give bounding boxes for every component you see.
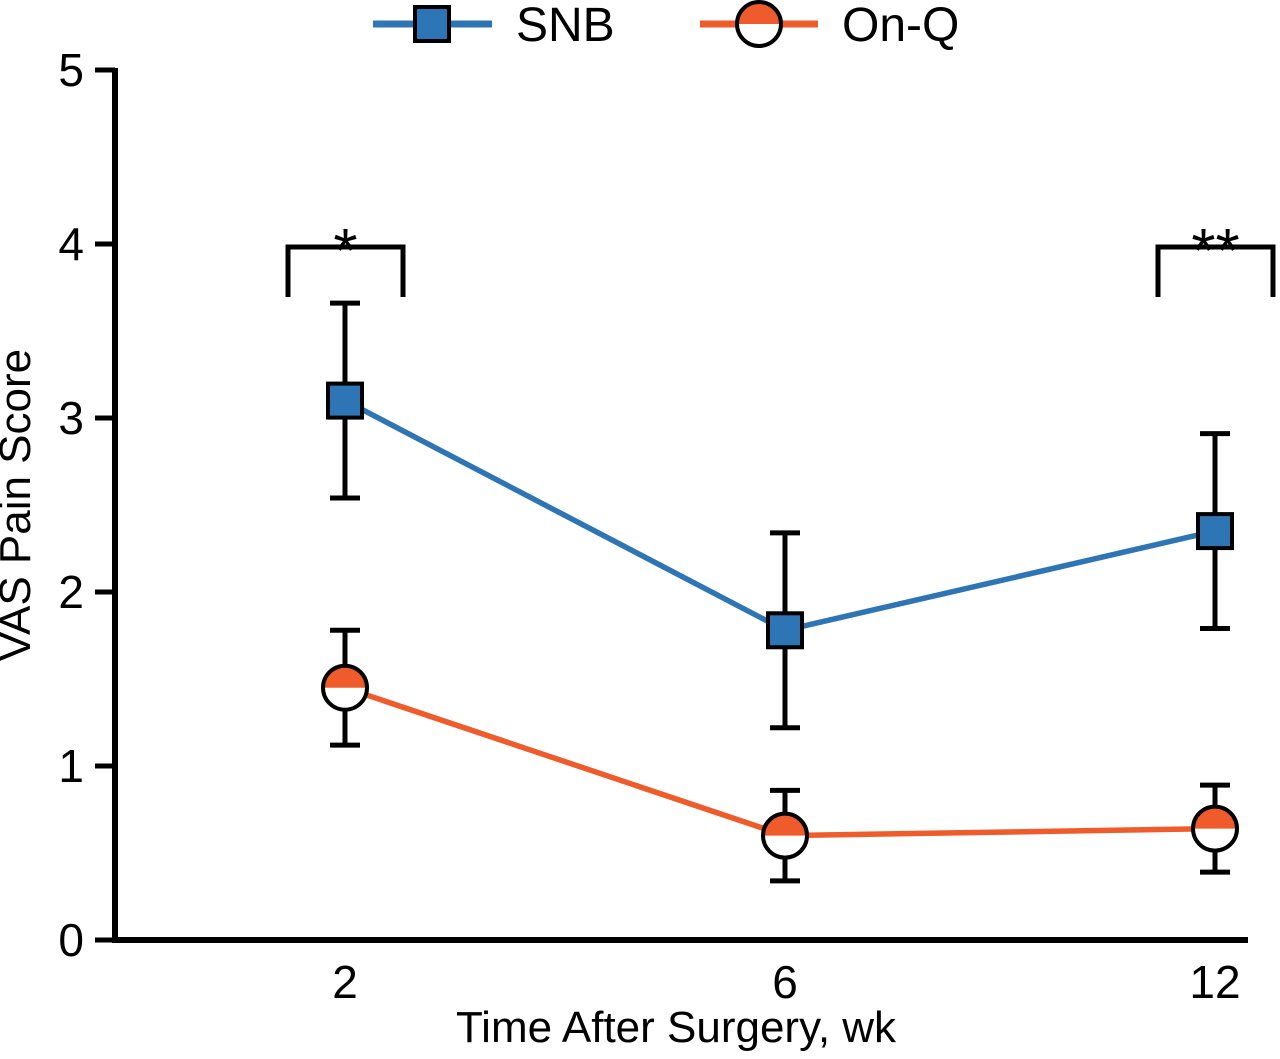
legend-label: On-Q (842, 0, 959, 52)
marker-square (1196, 512, 1234, 551)
series-line (343, 398, 1216, 634)
y-tick-label: 5 (58, 44, 84, 96)
marker-square (326, 381, 364, 420)
y-axis-label: VAS Pain Score (0, 349, 40, 661)
x-axis-label: Time After Surgery, wk (456, 1003, 897, 1052)
series-group (321, 300, 1239, 884)
series-snb (326, 300, 1234, 731)
series-on-q (321, 627, 1239, 884)
significance-label: ** (1191, 217, 1239, 286)
y-tick-label: 1 (58, 740, 84, 792)
x-tick-label: 12 (1189, 956, 1240, 1008)
legend-item-on-q: On-Q (700, 0, 959, 52)
marker-square (413, 5, 451, 43)
marker-halfcircle-outline (1191, 804, 1239, 853)
significance-bracket (285, 244, 406, 297)
y-tick-label: 0 (58, 914, 84, 966)
axis-lines (112, 68, 1248, 943)
marker-halfcircle-outline (761, 811, 809, 860)
significance-brackets: * ** (285, 217, 1276, 297)
marker-halfcircle-outline (735, 0, 783, 48)
marker-halfcircle-top (763, 813, 807, 836)
significance-bracket (1155, 244, 1276, 297)
x-tick-label: 2 (332, 956, 358, 1008)
x-tick-label: 6 (772, 956, 798, 1008)
y-tick-label: 3 (58, 392, 84, 444)
marker-halfcircle-top (323, 665, 367, 688)
significance-label: * (333, 217, 357, 286)
legend-label: SNB (516, 0, 615, 52)
marker-square (766, 611, 804, 650)
legend: SNB On-Q (373, 0, 959, 52)
marker-halfcircle-top (737, 2, 781, 24)
y-tick-label: 2 (58, 566, 84, 618)
marker-halfcircle-top (1193, 806, 1238, 829)
y-tick-label: 4 (58, 218, 84, 270)
legend-item-snb: SNB (373, 0, 615, 52)
marker-halfcircle-outline (321, 663, 369, 712)
